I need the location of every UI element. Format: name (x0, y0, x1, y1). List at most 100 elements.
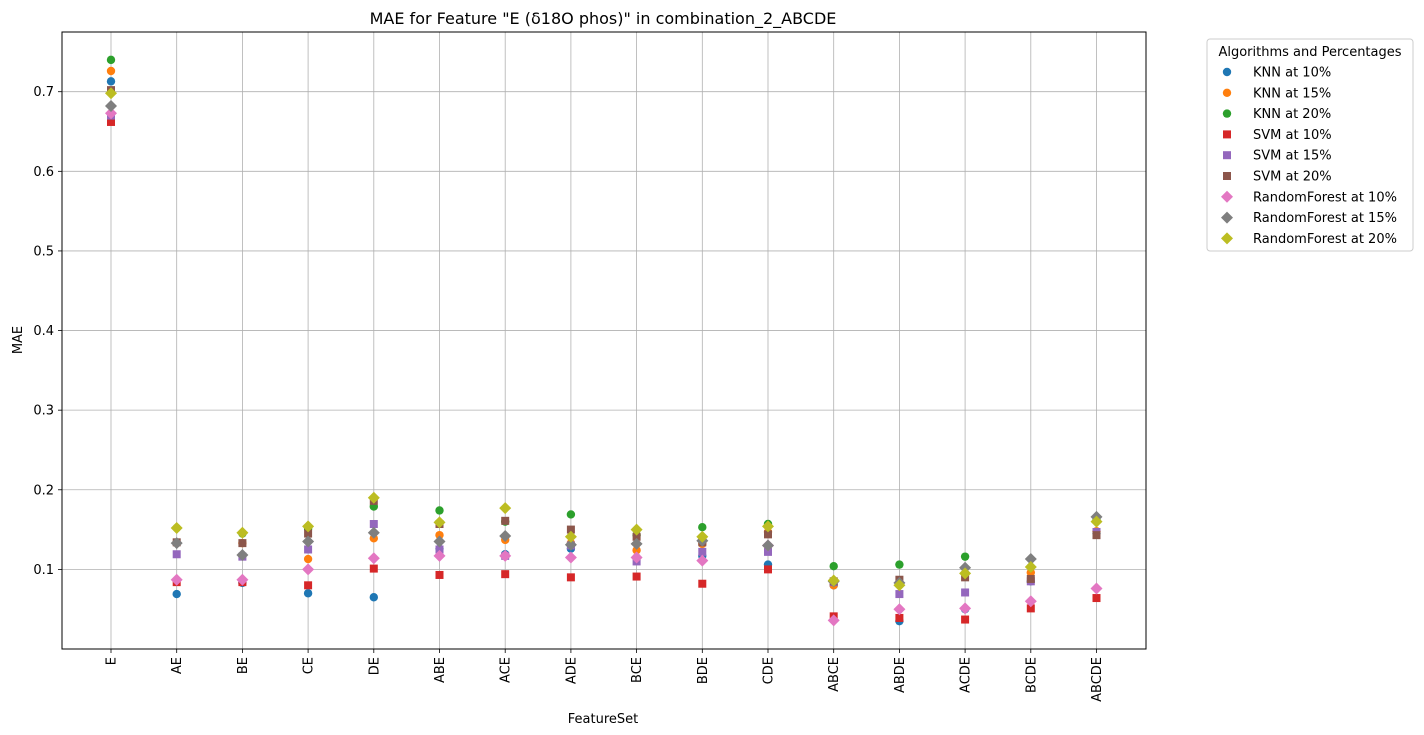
data-point (170, 521, 183, 534)
series (105, 87, 1103, 592)
data-point (302, 563, 315, 576)
y-tick-label: 0.5 (33, 244, 54, 259)
data-point (698, 522, 707, 532)
legend-item: SVM at 10% (1223, 128, 1332, 143)
data-point (236, 573, 249, 586)
data-point (827, 574, 840, 587)
legend-title: Algorithms and Percentages (1218, 45, 1401, 60)
data-point (893, 579, 906, 592)
x-tick-label: E (105, 657, 120, 665)
legend-marker (1223, 130, 1231, 139)
legend-label: SVM at 20% (1253, 170, 1332, 185)
series (107, 86, 1101, 586)
legend-marker (1223, 172, 1231, 180)
data-point (302, 520, 315, 533)
data-point (303, 554, 313, 564)
data-point (632, 572, 641, 581)
series (106, 77, 1101, 626)
legend: Algorithms and Percentages KNN at 10% KNN… (1206, 38, 1414, 252)
y-axis: 0.1 0.2 0.3 0.4 0.5 0.6 0.7 (33, 85, 62, 578)
y-tick-label: 0.2 (33, 483, 54, 498)
data-point (170, 537, 183, 550)
legend-label: RandomForest at 15% (1253, 211, 1397, 226)
x-tick-label: ABDE (893, 657, 908, 693)
data-point (499, 529, 512, 542)
legend-label: RandomForest at 10% (1253, 190, 1397, 205)
data-point (236, 526, 249, 539)
data-point (170, 573, 183, 586)
y-tick-label: 0.7 (33, 85, 54, 100)
data-point (1026, 574, 1035, 583)
data-point (566, 525, 575, 534)
x-tick-label: ACE (499, 657, 514, 683)
data-point (435, 530, 444, 540)
y-tick-label: 0.4 (33, 324, 54, 339)
data-point (893, 603, 906, 616)
y-axis-label: MAE (11, 326, 26, 354)
x-axis: E AE BE CE DE ABE ACE ADE BCE BDE CDE ABCE ABDE ACDE B… (105, 649, 1105, 702)
data-point (762, 520, 774, 533)
series (105, 100, 1103, 589)
data-point (961, 615, 970, 624)
data-point (829, 562, 838, 571)
x-tick-label: CDE (762, 657, 777, 684)
data-point (435, 506, 444, 515)
x-tick-label: ABCDE (1090, 657, 1105, 702)
data-point (1092, 531, 1101, 540)
series (107, 117, 1101, 624)
data-point (566, 510, 576, 519)
x-tick-label: ABE (433, 657, 448, 683)
legend-marker (1223, 151, 1231, 160)
legend-label: RandomForest at 20% (1253, 232, 1397, 247)
data-point (433, 549, 446, 562)
data-point (630, 523, 643, 536)
data-point (764, 565, 772, 574)
legend-marker (1221, 232, 1233, 245)
y-tick-label: 0.1 (33, 563, 54, 578)
series (106, 55, 1101, 572)
data-point (630, 537, 643, 550)
data-point (1026, 604, 1035, 613)
data-point (1024, 560, 1037, 573)
data-point (1090, 582, 1103, 595)
data-marks (105, 55, 1103, 627)
legend-label: KNN at 20% (1253, 107, 1331, 122)
x-tick-label: BDE (696, 657, 711, 684)
data-point (499, 502, 512, 515)
data-point (895, 590, 904, 599)
chart-title: MAE for Feature "E (δ18O phos)" in combi… (370, 9, 837, 29)
data-point (564, 530, 577, 543)
data-point (236, 549, 249, 562)
data-point (1092, 594, 1101, 603)
series (105, 107, 1103, 627)
data-point (367, 526, 380, 539)
data-point (564, 551, 577, 564)
data-point (107, 117, 115, 126)
x-tick-label: ACDE (959, 657, 974, 693)
legend-item: SVM at 20% (1223, 170, 1332, 185)
legend-label: SVM at 10% (1253, 128, 1332, 143)
legend-label: KNN at 10% (1253, 66, 1331, 81)
data-point (762, 539, 774, 552)
data-point (1090, 515, 1103, 528)
data-point (367, 491, 380, 504)
data-point (435, 545, 444, 554)
y-tick-label: 0.6 (33, 165, 54, 180)
data-point (698, 579, 707, 588)
plot-frame (61, 31, 1147, 650)
data-point (304, 545, 313, 554)
data-point (696, 530, 709, 543)
data-point (632, 546, 641, 555)
legend-label: KNN at 15% (1253, 86, 1331, 101)
legend-item: RandomForest at 15% (1221, 211, 1397, 226)
data-point (106, 55, 116, 65)
x-tick-label: AE (170, 657, 185, 674)
legend-marker (1221, 190, 1233, 203)
data-point (105, 107, 117, 120)
data-point (827, 614, 840, 627)
data-point (106, 66, 116, 76)
x-tick-label: ADE (564, 657, 579, 684)
data-point (172, 589, 181, 599)
x-tick-label: CE (302, 657, 317, 674)
data-point (895, 613, 904, 622)
